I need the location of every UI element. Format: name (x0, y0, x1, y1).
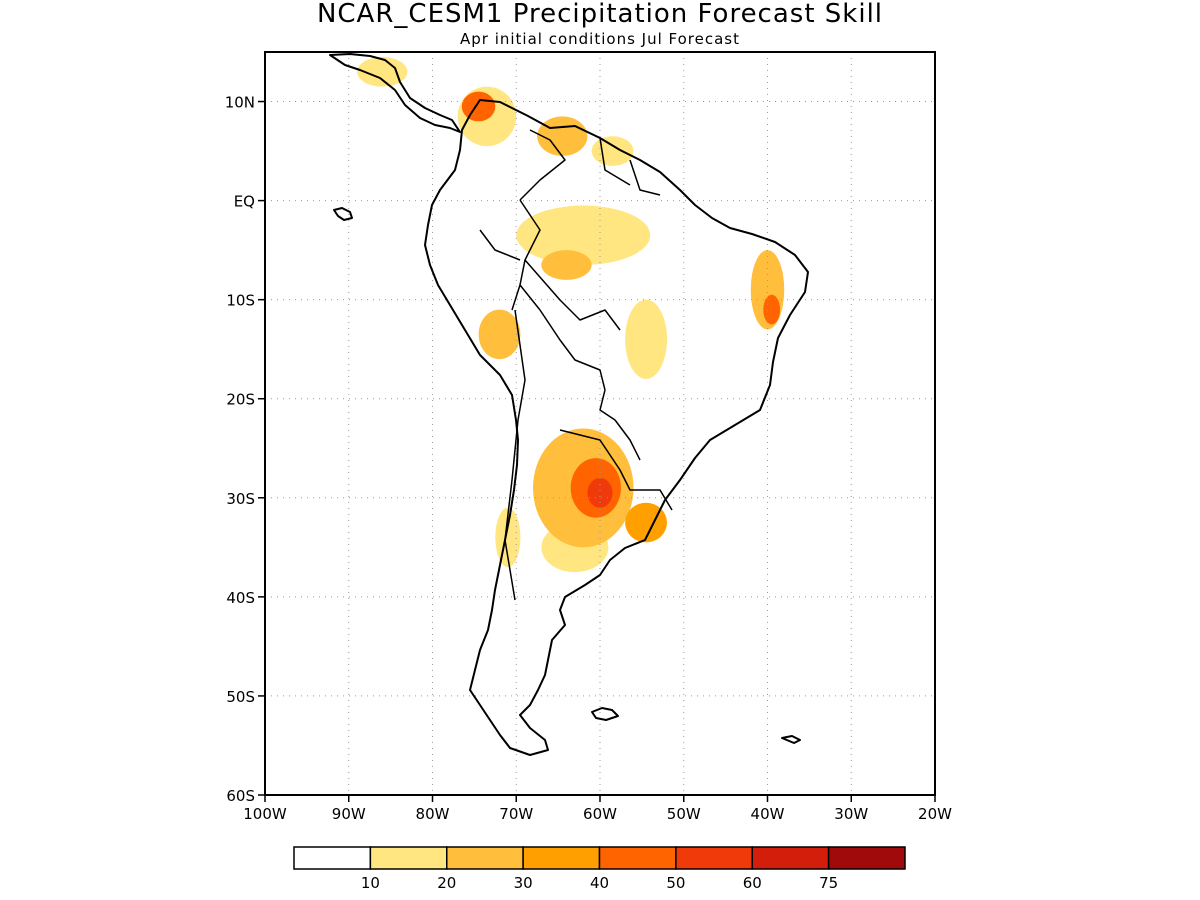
colorbar-label: 20 (437, 874, 456, 892)
skill-region-9 (541, 250, 592, 280)
skill-region-14 (461, 91, 496, 122)
gridlines (265, 52, 935, 795)
lon-tick-label: 40W (751, 805, 785, 823)
skill-region-15 (763, 294, 781, 325)
lon-tick-label: 50W (667, 805, 701, 823)
colorbar-swatch (293, 846, 372, 870)
skill-region-2 (591, 136, 634, 166)
skill-region-17 (587, 477, 613, 508)
lon-tick-label: 80W (416, 805, 450, 823)
lon-tick-label: 90W (332, 805, 366, 823)
central-america-coastline (329, 53, 461, 133)
longitude-axis: 100W 90W 80W 70W 60W 50W 40W 30W 20W (243, 795, 952, 823)
colorbar-label: 50 (666, 874, 685, 892)
colorbar-label: 75 (819, 874, 838, 892)
figure-title: NCAR_CESM1 Precipitation Forecast Skill (317, 0, 883, 29)
colorbar-label: 30 (514, 874, 533, 892)
skill-region-10 (478, 309, 521, 360)
falkland-islands (591, 707, 619, 721)
colorbar-swatch (675, 846, 753, 870)
lon-tick-label: 100W (243, 805, 287, 823)
colorbar-swatch (446, 846, 524, 870)
lat-tick-label: 40S (226, 589, 255, 607)
lat-tick-label: 30S (226, 490, 255, 508)
lat-tick-label: 50S (226, 688, 255, 706)
colorbar-swatch (522, 846, 601, 870)
map-background (265, 52, 935, 795)
skill-region-4 (516, 205, 651, 265)
map-panel (264, 51, 936, 796)
lon-tick-label: 30W (834, 805, 868, 823)
skill-region-8 (537, 116, 588, 157)
country-borders (479, 129, 673, 601)
lat-tick-label: 10S (226, 292, 255, 310)
colorbar-label: 10 (361, 874, 380, 892)
south-georgia (781, 735, 801, 744)
colorbar-swatch (598, 846, 677, 870)
colorbar-label: 40 (590, 874, 609, 892)
colorbar-label: 60 (743, 874, 762, 892)
figure-subtitle: Apr initial conditions Jul Forecast (460, 30, 740, 48)
galapagos-islands (333, 207, 353, 221)
lat-tick-label: EQ (234, 193, 255, 211)
skill-region-5 (625, 299, 667, 379)
colorbar-swatch (751, 846, 830, 870)
lat-tick-label: 60S (226, 787, 255, 805)
lat-tick-label: 10N (225, 94, 255, 112)
skill-region-13 (625, 502, 667, 543)
lon-tick-label: 70W (499, 805, 533, 823)
latitude-axis: 10N EQ 10S 20S 30S 40S 50S 60S (225, 94, 265, 805)
colorbar-swatch (369, 846, 448, 870)
colorbar-swatch (827, 846, 906, 870)
lon-tick-label: 20W (918, 805, 952, 823)
colorbar: 10 20 30 40 50 60 75 (293, 846, 906, 892)
lon-tick-label: 60W (583, 805, 617, 823)
skill-region-3 (357, 56, 408, 87)
south-america-coastline (424, 99, 809, 756)
lat-tick-label: 20S (226, 391, 255, 409)
